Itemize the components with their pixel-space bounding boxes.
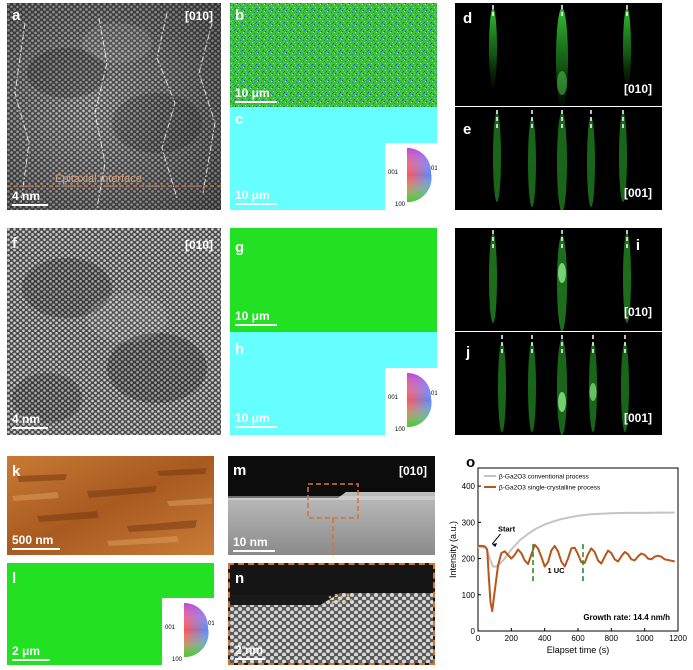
x-tick-label: 800	[605, 634, 619, 643]
panel-a-tem-image: a [010] Epitaxial interface 4 nm	[7, 3, 221, 210]
zone-axis-j: [001]	[623, 411, 652, 425]
panel-label-m: m	[233, 462, 247, 479]
zone-axis-a: [010]	[184, 9, 213, 23]
y-tick-label: 300	[462, 518, 476, 527]
y-tick-label: 400	[462, 482, 476, 491]
start-arrow-head-icon	[492, 543, 498, 548]
x-tick-label: 200	[505, 634, 519, 643]
panel-label-j: j	[466, 344, 471, 361]
unit-cell-annotation: 1 UC	[547, 566, 565, 575]
ipf-color-legend-c: 001 010 100	[385, 143, 437, 210]
start-arrow-line	[491, 533, 501, 545]
scale-bar-n: 2 nm	[235, 642, 265, 660]
scale-bar-g: 10 μm	[235, 308, 277, 326]
zone-axis-d: [010]	[623, 82, 652, 96]
stem-zoom-n	[230, 565, 433, 663]
legend-entry: β-Ga2O3 single-crystalline process	[499, 485, 601, 492]
panel-g-ebsd-map: g 10 μm	[230, 228, 437, 332]
scale-bar-h: 10 μm	[235, 410, 277, 428]
tem-image-f	[7, 228, 221, 435]
panel-label-i: i	[635, 237, 640, 254]
panel-c-ebsd-map: c 10 μm 001 010 100	[230, 107, 437, 210]
panel-label-a: a	[12, 7, 21, 24]
rheed-pattern-e	[493, 110, 627, 210]
x-tick-label: 400	[538, 634, 552, 643]
y-tick-label: 100	[462, 591, 476, 600]
ebsd-map-b	[230, 3, 437, 107]
panel-i-rheed-pattern: i [010]	[455, 228, 662, 331]
panel-label-b: b	[235, 7, 245, 24]
rheed-pattern-j	[498, 335, 629, 435]
scale-bar-b: 10 μm	[235, 85, 277, 103]
panel-b-ebsd-map: b 10 μm	[230, 3, 437, 107]
series-line-single-crystal	[478, 543, 675, 613]
panel-l-ebsd-map: l 2 μm 001 010 100	[7, 563, 214, 665]
zone-axis-e: [001]	[623, 186, 652, 200]
epitaxial-interface-label: Epitaxial interface	[55, 173, 142, 185]
x-tick-label: 600	[571, 634, 585, 643]
x-tick-label: 1200	[669, 634, 687, 643]
panel-h-ebsd-map: h 10 μm 001 010 100	[230, 332, 437, 435]
scale-bar-f: 4 nm	[12, 411, 48, 429]
scale-bar-k: 500 nm	[12, 532, 60, 550]
panel-d-rheed-pattern: d [010]	[455, 3, 662, 106]
panel-label-g: g	[235, 239, 245, 256]
zone-axis-i: [010]	[623, 305, 652, 319]
zone-axis-f: [010]	[184, 238, 213, 252]
panel-label-c: c	[235, 111, 244, 128]
rheed-pattern-d	[489, 5, 631, 106]
panel-label-k: k	[12, 463, 21, 480]
series-line-conventional	[477, 511, 675, 568]
panel-label-e: e	[463, 121, 472, 138]
ipf-wedge-icon	[184, 603, 209, 658]
panel-m-stem-image: m [010] 10 nm	[228, 456, 435, 555]
stem-image-m	[228, 456, 435, 555]
intensity-chart: 0 200 400 600 800 1000 1200 0 100 200 300 400 Elapse…	[448, 467, 687, 655]
panel-o-rheed-intensity-chart: o 0 200 400 600 800 1000 1200 0 100 200 300 400 Elap…	[440, 452, 693, 670]
x-tick-label: 0	[476, 634, 481, 643]
x-axis-label: Elapset time (s)	[547, 645, 610, 655]
panel-n-stem-zoom: n 2 nm	[228, 563, 435, 665]
rheed-pattern-i	[489, 230, 631, 331]
scale-bar-l: 2 μm	[12, 643, 50, 661]
growth-rate-annotation: Growth rate: 14.4 nm/h	[583, 613, 670, 622]
y-axis-label: Intensity (a.u.)	[448, 521, 458, 578]
scale-bar-a: 4 nm	[12, 188, 48, 206]
ipf-color-legend-h: 001 010 100	[385, 368, 437, 435]
tem-image-a	[7, 3, 221, 210]
panel-label-l: l	[12, 570, 17, 587]
ipf-wedge-icon	[407, 147, 432, 203]
panel-label-d: d	[463, 10, 473, 27]
panel-label-o: o	[466, 454, 476, 471]
x-tick-label: 1000	[636, 634, 654, 643]
panel-f-tem-image: f [010] 4 nm	[7, 228, 221, 435]
zone-axis-m: [010]	[398, 464, 427, 478]
afm-image-k	[7, 456, 214, 555]
panel-k-afm-image: k 500 nm	[7, 456, 214, 555]
start-annotation: Start	[498, 524, 516, 533]
panel-label-h: h	[235, 341, 245, 358]
panel-label-n: n	[235, 570, 245, 587]
scale-bar-c: 10 μm	[235, 187, 277, 205]
scale-bar-m: 10 nm	[233, 534, 275, 552]
panel-e-rheed-pattern: e [001]	[455, 107, 662, 210]
ipf-wedge-icon	[407, 373, 432, 428]
ipf-color-legend-l: 001 010 100	[162, 598, 214, 665]
panel-label-f: f	[12, 235, 17, 252]
y-tick-label: 0	[471, 627, 476, 636]
plot-frame	[477, 467, 679, 632]
y-tick-label: 200	[462, 555, 476, 564]
legend-entry: β-Ga2O3 conventional process	[499, 474, 589, 481]
panel-j-rheed-pattern: j [001]	[455, 332, 662, 435]
